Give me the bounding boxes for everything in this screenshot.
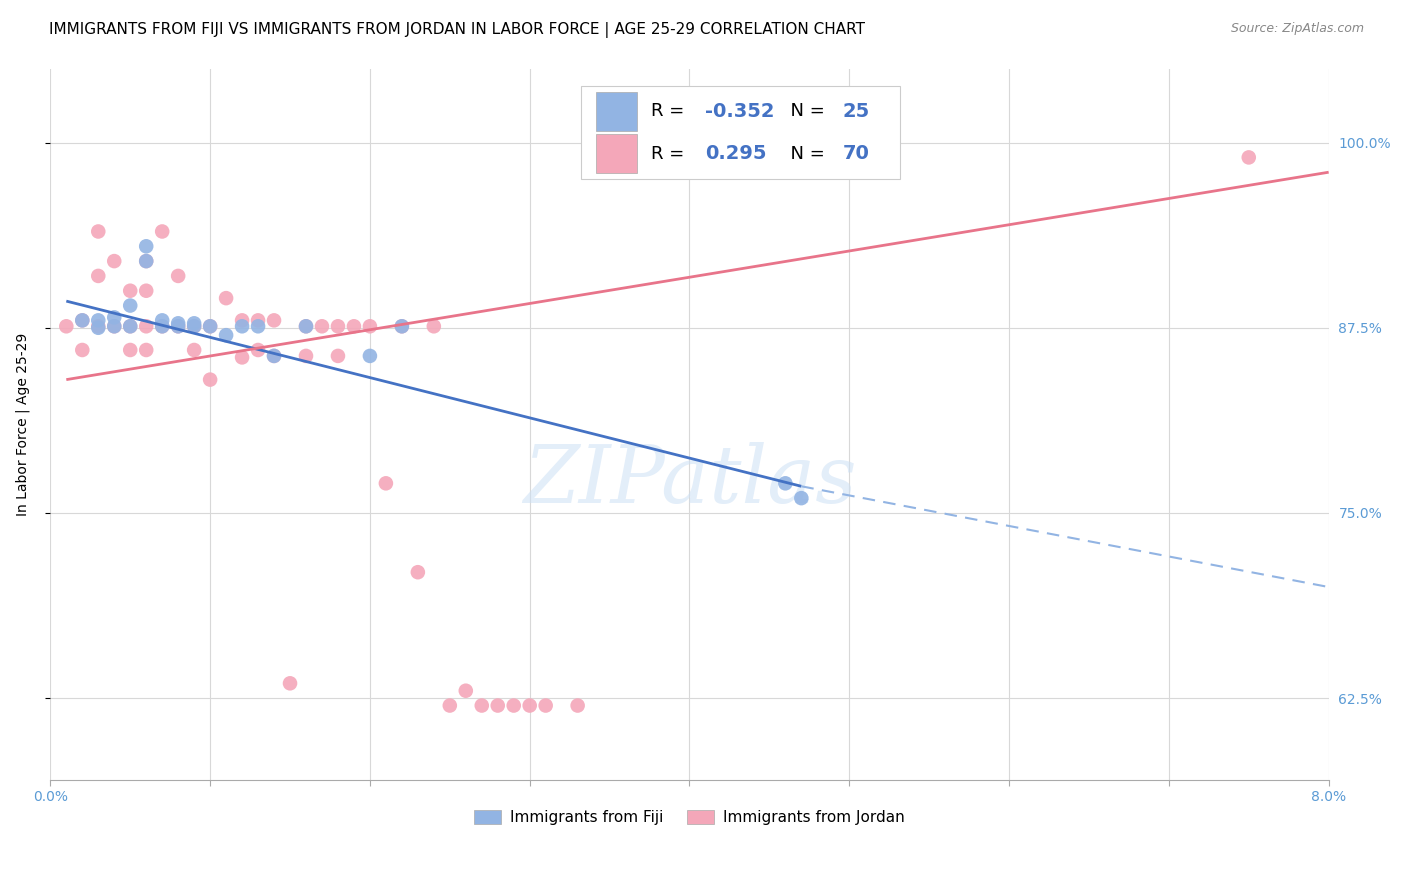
Point [135,239,157,253]
Point [326,319,349,334]
Point [502,698,524,713]
Point [247,343,270,357]
Point [135,254,157,268]
Text: -0.352: -0.352 [704,102,775,120]
Point [311,319,333,334]
Text: Source: ZipAtlas.com: Source: ZipAtlas.com [1230,22,1364,36]
Point [150,225,173,239]
Point [343,319,366,334]
Point [295,319,318,334]
Point [87,268,110,283]
Point [231,351,253,365]
Point [391,319,413,334]
Point [406,565,429,579]
Point [263,349,285,363]
Legend: Immigrants from Fiji, Immigrants from Jordan: Immigrants from Fiji, Immigrants from Jo… [474,810,905,825]
Point [135,254,157,268]
Text: N =: N = [779,103,831,120]
Text: 25: 25 [842,102,870,120]
Point [183,316,205,330]
Point [326,349,349,363]
Point [135,319,157,334]
Point [295,349,318,363]
FancyBboxPatch shape [596,92,637,131]
Text: R =: R = [651,103,690,120]
Point [198,319,221,334]
Point [439,698,461,713]
Point [150,319,173,334]
FancyBboxPatch shape [596,134,637,173]
Point [374,476,396,491]
Point [72,313,94,327]
Point [215,328,238,343]
Point [263,349,285,363]
Text: R =: R = [651,145,690,162]
Point [183,319,205,334]
Point [183,343,205,357]
Text: ZIPatlas: ZIPatlas [523,442,856,520]
Point [55,319,77,334]
Point [263,313,285,327]
Point [87,320,110,334]
Text: IMMIGRANTS FROM FIJI VS IMMIGRANTS FROM JORDAN IN LABOR FORCE | AGE 25-29 CORREL: IMMIGRANTS FROM FIJI VS IMMIGRANTS FROM … [49,22,865,38]
Point [359,319,381,334]
FancyBboxPatch shape [581,87,900,178]
Point [135,284,157,298]
Point [72,313,94,327]
Point [391,319,413,334]
Point [87,225,110,239]
Point [423,319,446,334]
Point [231,313,253,327]
Point [120,319,142,334]
Point [120,319,142,334]
Point [1237,150,1260,164]
Point [150,319,173,334]
Point [486,698,509,713]
Point [790,491,813,505]
Point [519,698,541,713]
Point [471,698,494,713]
Text: N =: N = [779,145,831,162]
Point [247,319,270,334]
Point [167,316,190,330]
Point [103,254,125,268]
Point [167,268,190,283]
Text: 70: 70 [842,145,870,163]
Point [567,698,589,713]
Point [167,319,190,334]
Point [120,284,142,298]
Point [454,683,477,698]
Point [120,343,142,357]
Point [103,310,125,325]
Point [278,676,301,690]
Text: 0.295: 0.295 [704,145,766,163]
Point [198,319,221,334]
Point [103,319,125,334]
Point [87,313,110,327]
Point [135,343,157,357]
Point [167,319,190,334]
Point [295,319,318,334]
Point [534,698,557,713]
Point [183,319,205,334]
Point [231,319,253,334]
Point [150,313,173,327]
Y-axis label: In Labor Force | Age 25-29: In Labor Force | Age 25-29 [15,333,30,516]
Point [103,319,125,334]
Point [198,373,221,387]
Point [72,343,94,357]
Point [247,313,270,327]
Point [87,319,110,334]
Point [775,476,797,491]
Point [359,349,381,363]
Point [120,299,142,313]
Point [215,291,238,305]
